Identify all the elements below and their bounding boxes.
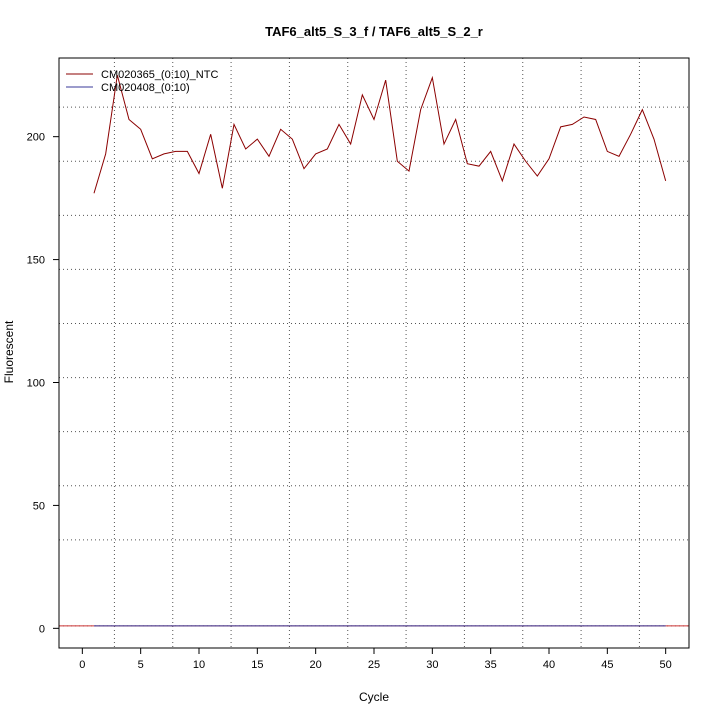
x-tick-label: 10 <box>193 659 205 671</box>
x-tick-label: 30 <box>426 659 438 671</box>
legend-label: CM020408_(0:10) <box>101 82 190 94</box>
x-tick-label: 0 <box>79 659 85 671</box>
y-axis-label: Fluorescent <box>2 320 16 383</box>
x-tick-label: 35 <box>485 659 497 671</box>
y-tick-label: 100 <box>27 378 45 390</box>
x-tick-label: 15 <box>251 659 263 671</box>
legend-label: CM020365_(0:10)_NTC <box>101 69 218 81</box>
x-axis: 0 5 10 15 20 25 30 35 40 45 50 <box>79 648 672 671</box>
y-axis: 0 50 100 150 200 <box>27 132 59 635</box>
x-axis-label: Cycle <box>359 690 389 704</box>
x-tick-label: 5 <box>138 659 144 671</box>
series-lines <box>59 75 689 627</box>
y-tick-label: 50 <box>33 500 45 512</box>
x-tick-label: 50 <box>660 659 672 671</box>
y-tick-label: 200 <box>27 132 45 144</box>
chart-title: TAF6_alt5_S_3_f / TAF6_alt5_S_2_r <box>265 24 483 39</box>
x-tick-label: 25 <box>368 659 380 671</box>
grid-lines <box>59 58 689 648</box>
y-tick-label: 150 <box>27 255 45 267</box>
x-tick-label: 45 <box>601 659 613 671</box>
x-tick-label: 40 <box>543 659 555 671</box>
x-tick-label: 20 <box>310 659 322 671</box>
plot-frame <box>58 57 690 649</box>
series-line-ntc <box>93 75 667 194</box>
y-tick-label: 0 <box>39 623 45 635</box>
